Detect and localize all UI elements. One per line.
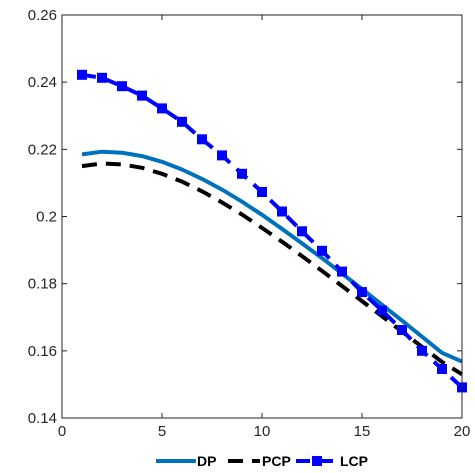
data-point-lcp — [97, 72, 107, 83]
data-point-lcp — [237, 168, 247, 179]
y-tick-label: 0.16 — [28, 343, 57, 360]
data-point-lcp — [437, 364, 447, 374]
data-point-lcp — [217, 150, 227, 161]
legend: DP PCP LCP — [156, 453, 368, 469]
data-point-lcp — [177, 116, 187, 127]
data-point-lcp — [277, 206, 287, 217]
legend-label-lcp: LCP — [340, 453, 368, 469]
series-dp — [81, 149, 463, 364]
data-point-lcp — [377, 305, 387, 316]
data-point-lcp — [157, 103, 167, 114]
data-point-lcp — [357, 287, 367, 298]
y-tick-label: 0.26 — [28, 7, 57, 24]
data-point-lcp — [397, 325, 407, 335]
series-line-lcp — [81, 72, 464, 389]
legend-label-pcp: PCP — [262, 453, 291, 469]
data-point-lcp — [197, 134, 207, 145]
data-point-lcp — [257, 187, 267, 197]
legend-marker-lcp — [312, 456, 322, 466]
data-point-lcp — [417, 345, 427, 356]
x-tick-label: 0 — [58, 423, 66, 440]
data-point-lcp — [137, 90, 147, 101]
series-layer — [77, 69, 467, 393]
x-tick-label: 10 — [254, 423, 271, 440]
y-tick-label: 0.18 — [28, 276, 57, 293]
legend-entry-dp: DP — [156, 453, 216, 469]
data-point-lcp — [77, 69, 87, 80]
data-point-lcp — [317, 245, 327, 256]
data-point-lcp — [117, 81, 127, 92]
series-line-dp — [81, 149, 463, 364]
data-point-lcp — [337, 266, 347, 277]
y-tick-label: 0.24 — [28, 74, 57, 91]
y-tick-label: 0.22 — [28, 141, 57, 158]
x-tick-label: 5 — [158, 423, 166, 440]
x-tick-label: 15 — [354, 423, 371, 440]
legend-label-dp: DP — [197, 453, 216, 469]
y-tick-label: 0.2 — [36, 209, 57, 226]
data-point-lcp — [297, 226, 307, 237]
axis-layer: 0 5 10 15 20 0.14 0.16 0.18 0.2 0.22 0.24 0.26 — [28, 7, 471, 440]
legend-entry-pcp: PCP — [228, 453, 291, 469]
y-tick-label: 0.14 — [28, 410, 57, 427]
x-tick-label: 20 — [454, 423, 471, 440]
legend-entry-lcp: LCP — [296, 453, 368, 469]
